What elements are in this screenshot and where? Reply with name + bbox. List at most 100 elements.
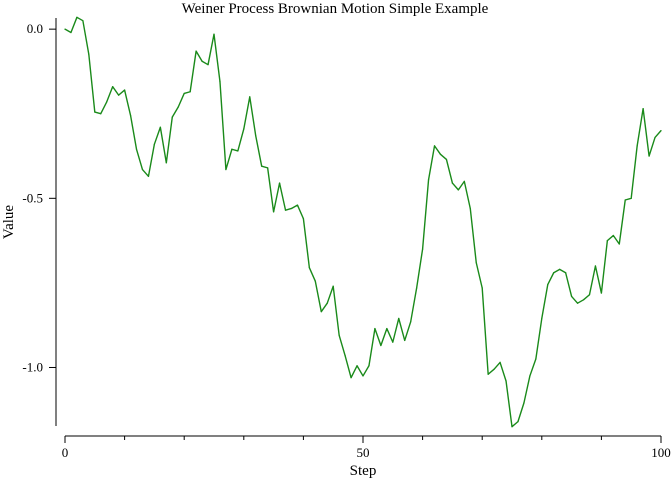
data-point (529, 375, 530, 376)
data-point (607, 240, 608, 241)
data-point (446, 159, 447, 160)
data-point (440, 154, 441, 155)
data-point (410, 321, 411, 322)
data-point (178, 106, 179, 107)
data-point (166, 162, 167, 163)
data-point (541, 318, 542, 319)
data-point (577, 303, 578, 304)
data-point (279, 182, 280, 183)
data-point (136, 149, 137, 150)
data-point (422, 248, 423, 249)
data-point (112, 86, 113, 87)
data-point (476, 262, 477, 263)
data-point (374, 328, 375, 329)
data-point (219, 81, 220, 82)
data-points (64, 17, 661, 428)
data-point (631, 198, 632, 199)
y-tick-label: 0.0 (27, 21, 43, 36)
data-point (648, 155, 649, 156)
x-tick-label: 100 (651, 445, 671, 460)
data-point (619, 243, 620, 244)
data-point (172, 117, 173, 118)
series-line (65, 17, 661, 426)
data-point (70, 32, 71, 33)
data-point (225, 169, 226, 170)
data-point (416, 287, 417, 288)
y-tick-label: -1.0 (22, 359, 43, 374)
x-tick-label: 50 (357, 445, 370, 460)
data-point (362, 375, 363, 376)
data-point (154, 144, 155, 145)
data-point (261, 166, 262, 167)
data-point (297, 204, 298, 205)
y-tick-label: -0.5 (22, 190, 43, 205)
data-point (118, 95, 119, 96)
data-point (190, 91, 191, 92)
data-point (511, 426, 512, 427)
data-point (291, 208, 292, 209)
data-point (380, 345, 381, 346)
x-axis-label: Step (350, 463, 377, 479)
data-point (494, 369, 495, 370)
data-point (535, 358, 536, 359)
data-point (517, 421, 518, 422)
data-point (94, 111, 95, 112)
data-point (654, 137, 655, 138)
data-point (345, 355, 346, 356)
data-point (201, 61, 202, 62)
data-point (130, 115, 131, 116)
data-point (637, 145, 638, 146)
y-ticks: 0.0 -0.5 -1.0 (22, 21, 56, 374)
data-point (452, 182, 453, 183)
data-point (523, 402, 524, 403)
data-point (499, 362, 500, 363)
data-point (458, 189, 459, 190)
data-point (404, 340, 405, 341)
data-point (547, 284, 548, 285)
data-point (368, 365, 369, 366)
data-point (595, 265, 596, 266)
data-point (64, 29, 65, 30)
data-point (613, 235, 614, 236)
data-point (553, 272, 554, 273)
data-point (267, 167, 268, 168)
data-point (660, 130, 661, 131)
data-point (273, 211, 274, 212)
data-point (589, 294, 590, 295)
data-point (625, 199, 626, 200)
data-point (213, 34, 214, 35)
data-point (428, 179, 429, 180)
data-point (231, 149, 232, 150)
data-point (601, 292, 602, 293)
data-point (76, 17, 77, 18)
data-point (142, 169, 143, 170)
data-point (196, 51, 197, 52)
data-point (470, 208, 471, 209)
data-point (327, 303, 328, 304)
data-point (583, 299, 584, 300)
data-point (88, 54, 89, 55)
data-point (237, 150, 238, 151)
data-point (303, 218, 304, 219)
data-point (82, 20, 83, 21)
data-point (339, 335, 340, 336)
data-point (350, 377, 351, 378)
data-point (309, 267, 310, 268)
data-point (124, 89, 125, 90)
data-point (106, 101, 107, 102)
data-point (386, 328, 387, 329)
x-ticks: 0 50 100 (62, 436, 671, 460)
data-point (285, 210, 286, 211)
data-point (565, 272, 566, 273)
data-point (643, 108, 644, 109)
data-point (571, 296, 572, 297)
data-point (505, 380, 506, 381)
data-point (184, 93, 185, 94)
data-point (464, 181, 465, 182)
data-point (255, 135, 256, 136)
data-point (482, 287, 483, 288)
data-point (392, 342, 393, 343)
x-tick-label: 0 (62, 445, 69, 460)
data-point (559, 269, 560, 270)
